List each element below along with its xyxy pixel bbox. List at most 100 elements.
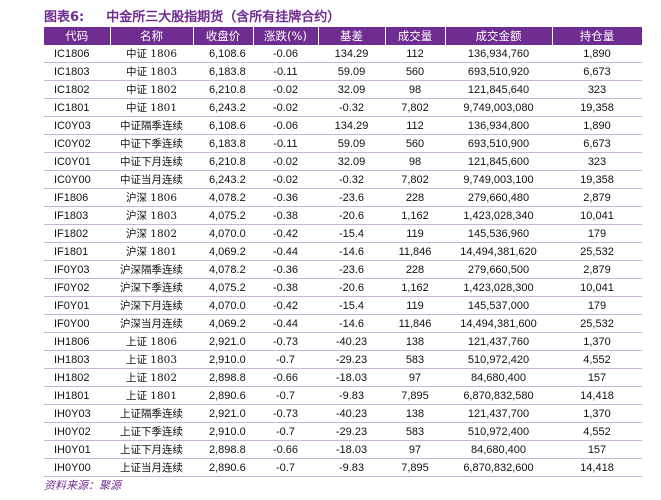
table-cell: 25,532 [552,314,642,333]
table-cell: 228 [385,188,445,207]
table-cell: IF1803 [44,206,110,225]
table-cell: 6,183.8 [193,134,253,153]
table-cell: 145,537,000 [445,296,552,315]
table-cell: 134.29 [318,116,385,135]
table-cell: -9.83 [318,386,385,405]
table-cell: 121,845,600 [445,152,552,171]
table-cell: -23.6 [318,188,385,207]
table-cell: -9.83 [318,458,385,477]
column-header: 名称 [110,27,194,45]
table-row: IF1802 沪深 1802 4,070.0 -0.42 -15.4 119 145,536… [44,224,642,243]
table-cell: 510,972,400 [445,422,552,441]
table-row: IC1802 中证 1802 6,210.8 -0.02 32.09 98 121,845,… [44,80,642,99]
table-cell: 10,041 [552,278,642,297]
table-cell: 中证 1803 [110,62,193,81]
table-cell: -0.06 [253,116,318,135]
table-cell: 138 [385,404,445,423]
table-cell: IC0Y03 [44,116,110,135]
table-cell: 19,358 [552,98,642,117]
table-cell: IH0Y02 [44,422,110,441]
column-header: 收盘价 [193,27,254,45]
table-cell: -40.23 [318,332,385,351]
table-row: IH1801 上证 1801 2,890.6 -0.7 -9.83 7,895 6,870,… [44,386,642,405]
table-cell: 中证当月连续 [110,170,193,189]
table-cell: -0.32 [318,98,385,117]
table-cell: 中证 1802 [110,80,193,99]
table-cell: -0.36 [253,188,318,207]
table-cell: 上证 1803 [110,350,193,369]
table-cell: 上证下季连续 [110,422,193,441]
table-cell: -0.7 [253,350,318,369]
table-row: IF1803 沪深 1803 4,075.2 -0.38 -20.6 1,162 1,423… [44,206,642,225]
table-cell: 2,898.8 [193,368,253,387]
table-cell: 1,890 [552,116,642,135]
table-cell: 1,162 [385,206,445,225]
table-cell: 6,673 [552,134,642,153]
table-cell: 10,041 [552,206,642,225]
table-cell: 11,846 [385,242,445,261]
table-cell: -0.32 [318,170,385,189]
table-cell: 1,162 [385,278,445,297]
table-cell: -0.38 [253,278,318,297]
table-cell: 32.09 [318,80,385,99]
source-note: 资料来源：聚源 [44,479,121,492]
table-cell: 2,910.0 [193,350,253,369]
table-cell: 沪深当月连续 [110,314,193,333]
table-cell: 112 [385,45,445,63]
table-cell: -0.7 [253,458,318,477]
table-cell: 119 [385,224,445,243]
table-cell: 1,890 [552,45,642,63]
table-cell: 6,673 [552,62,642,81]
table-row: IH1806 上证 1806 2,921.0 -0.73 -40.23 138 121,43… [44,332,642,351]
table-cell: -0.42 [253,224,318,243]
table-cell: 59.09 [318,134,385,153]
table-cell: 14,494,381,620 [445,242,552,261]
table-cell: -0.02 [253,80,318,99]
table-cell: 沪深下季连续 [110,278,193,297]
table-cell: -0.11 [253,134,318,153]
table-row: IF0Y00 沪深当月连续 4,069.2 -0.44 -14.6 11,846 14,49… [44,314,642,333]
table-cell: 上证 1802 [110,368,193,387]
table-row: IC0Y03 中证隔季连续 6,108.6 -0.06 134.29 112 136,934… [44,116,642,135]
table-cell: IF1806 [44,188,110,207]
table-cell: IH1806 [44,332,110,351]
table-cell: IC1801 [44,98,110,117]
table-cell: 84,680,400 [445,368,552,387]
table-cell: -0.44 [253,242,318,261]
table-cell: 沪深下月连续 [110,296,193,315]
table-row: IH1803 上证 1803 2,910.0 -0.7 -29.23 583 510,972… [44,350,642,369]
column-header: 基差 [318,27,386,45]
table-cell: 1,370 [552,404,642,423]
table-cell: -0.73 [253,404,318,423]
table-cell: 134.29 [318,45,385,63]
table-cell: 4,069.2 [193,242,253,261]
table-row: IH0Y02 上证下季连续 2,910.0 -0.7 -29.23 583 510,972,… [44,422,642,441]
table-cell: 6,108.6 [193,45,253,63]
table-cell: 157 [552,368,642,387]
table-cell: 14,418 [552,458,642,477]
table-cell: 323 [552,152,642,171]
table-cell: 7,802 [385,98,445,117]
table-cell: 228 [385,260,445,279]
figure-title: 图表6: 中金所三大股指期货（含所有挂牌合约） [44,6,340,25]
table-cell: 2,879 [552,260,642,279]
table-cell: 2,898.8 [193,440,253,459]
table-row: IC0Y00 中证当月连续 6,243.2 -0.02 -0.32 7,802 9,749,… [44,170,642,189]
table-cell: 14,494,381,600 [445,314,552,333]
column-header: 涨跌(%) [253,27,319,45]
table-cell: 14,418 [552,386,642,405]
table-cell: -18.03 [318,440,385,459]
table-cell: 6,870,832,580 [445,386,552,405]
table-row: IC1803 中证 1803 6,183.8 -0.11 59.09 560 693,510… [44,62,642,81]
table-cell: -0.38 [253,206,318,225]
table-cell: 11,846 [385,314,445,333]
table-cell: 中证 1806 [110,45,193,63]
table-cell: -29.23 [318,350,385,369]
table-cell: -40.23 [318,404,385,423]
table-cell: 4,070.0 [193,296,253,315]
table-cell: IF1801 [44,242,110,261]
table-cell: 157 [552,440,642,459]
table-cell: -0.11 [253,62,318,81]
table-cell: 上证 1806 [110,332,193,351]
